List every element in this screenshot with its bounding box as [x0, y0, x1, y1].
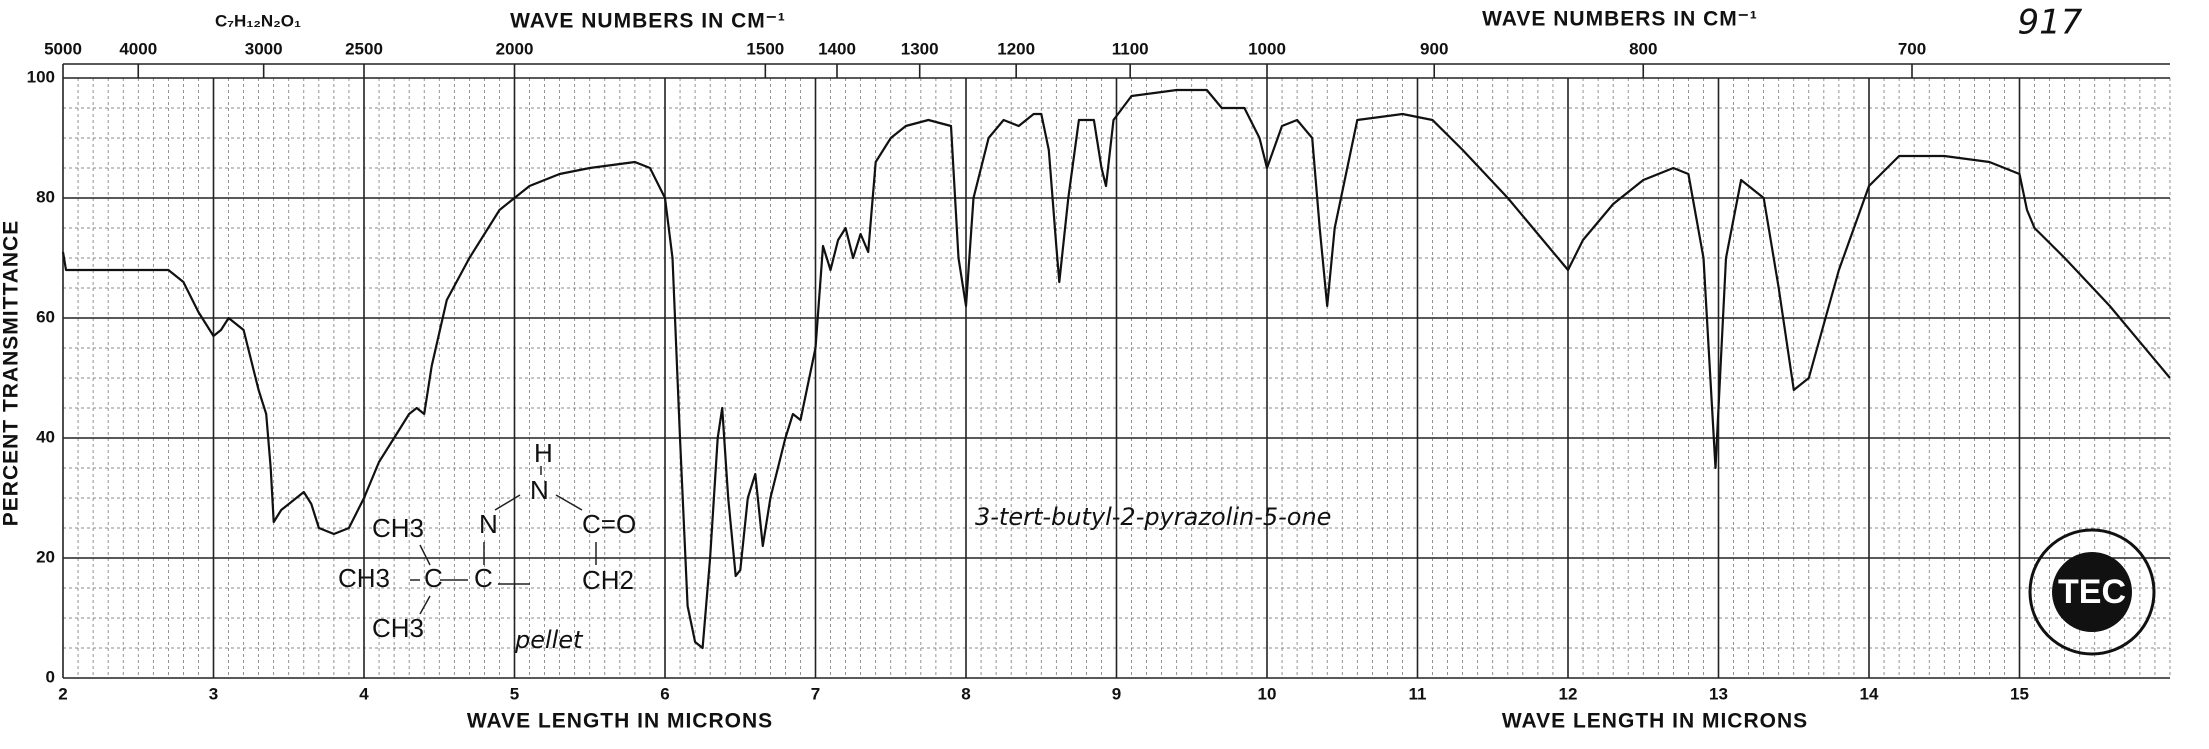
- bond: [419, 544, 431, 566]
- x-tick-label: 10: [1258, 684, 1277, 703]
- logo-disc: [2052, 552, 2132, 632]
- bond: [494, 494, 521, 511]
- bond: [555, 494, 583, 511]
- top-axis-title: WAVE NUMBERS IN CM⁻¹: [510, 10, 786, 33]
- top-tick-label: 800: [1629, 39, 1657, 58]
- x-tick-label: 5: [510, 684, 519, 703]
- x-tick-label: 6: [660, 684, 669, 703]
- x-tick-label: 2: [58, 684, 67, 703]
- top-tick-label: 1100: [1112, 39, 1149, 58]
- structure-atom: CH2: [582, 565, 634, 595]
- x-tick-label: 15: [2010, 684, 2029, 703]
- top-tick-label: 900: [1420, 39, 1448, 58]
- x-tick-label: 9: [1112, 684, 1121, 703]
- formula: C₇H₁₂N₂O₁: [215, 11, 301, 30]
- y-axis-title: PERCENT TRANSMITTANCE: [0, 220, 23, 526]
- top-axis-title: WAVE NUMBERS IN CM⁻¹: [1482, 8, 1758, 31]
- top-tick-label: 4000: [119, 39, 157, 58]
- x-tick-label: 4: [359, 684, 369, 703]
- top-tick-label: 1300: [901, 39, 939, 58]
- x-tick-label: 7: [811, 684, 820, 703]
- top-tick-label: 1400: [818, 39, 856, 58]
- plot-area: 2 3 4 5 6 7 8 9 10 11 12 13 14 15 0 20 40 60 80 100 5000 4000…: [27, 39, 2171, 703]
- top-tick-label: 1000: [1248, 39, 1286, 58]
- logo-text: TEC: [2058, 573, 2126, 611]
- x-tick-label: 13: [1709, 684, 1728, 703]
- top-tick-label: 2000: [496, 39, 534, 58]
- top-tick-label: 1500: [746, 39, 784, 58]
- logo: TEC: [2028, 528, 2156, 656]
- top-tick-label: 1200: [997, 39, 1035, 58]
- structure-atom: C=O: [582, 509, 636, 539]
- x-axis-title: WAVE LENGTH IN MICRONS: [1502, 710, 1808, 733]
- structure-atom: N: [479, 509, 498, 539]
- sheet-number: 917: [2018, 3, 2083, 43]
- x-tick-label: 14: [1860, 684, 1879, 703]
- top-tick-label: 700: [1898, 39, 1926, 58]
- top-tick-label: 3000: [245, 39, 283, 58]
- spectrum-line: [61, 88, 2171, 650]
- bond: [419, 595, 431, 615]
- x-tick-label: 3: [209, 684, 218, 703]
- annotation: 3-tert-butyl-2-pyrazolin-5-one: [975, 503, 1331, 531]
- y-tick-label: 60: [36, 307, 55, 326]
- top-tick-label: 2500: [345, 39, 383, 58]
- x-tick-label: 8: [961, 684, 970, 703]
- top-tick-label: 5000: [44, 39, 82, 58]
- structure-atom: CH3: [338, 563, 390, 593]
- y-tick-label: 0: [46, 667, 55, 686]
- y-tick-label: 100: [27, 67, 55, 86]
- logo-ring: [2028, 528, 2156, 656]
- structure-atom: C: [474, 563, 493, 593]
- y-tick-label: 20: [36, 547, 55, 566]
- structure-atom: N: [530, 475, 549, 505]
- x-axis-title: WAVE LENGTH IN MICRONS: [467, 710, 773, 733]
- sample-note: pellet: [514, 626, 584, 654]
- x-tick-label: 11: [1409, 684, 1427, 703]
- structure: CH3 CH3 CH3 C C N N H C=O CH2: [338, 438, 636, 643]
- structure-atom: CH3: [372, 513, 424, 543]
- y-tick-label: 40: [36, 427, 55, 446]
- y-tick-label: 80: [36, 187, 55, 206]
- x-tick-label: 12: [1559, 684, 1578, 703]
- structure-atom: H: [534, 438, 553, 468]
- structure-atom: C: [424, 563, 443, 593]
- structure-atom: CH3: [372, 613, 424, 643]
